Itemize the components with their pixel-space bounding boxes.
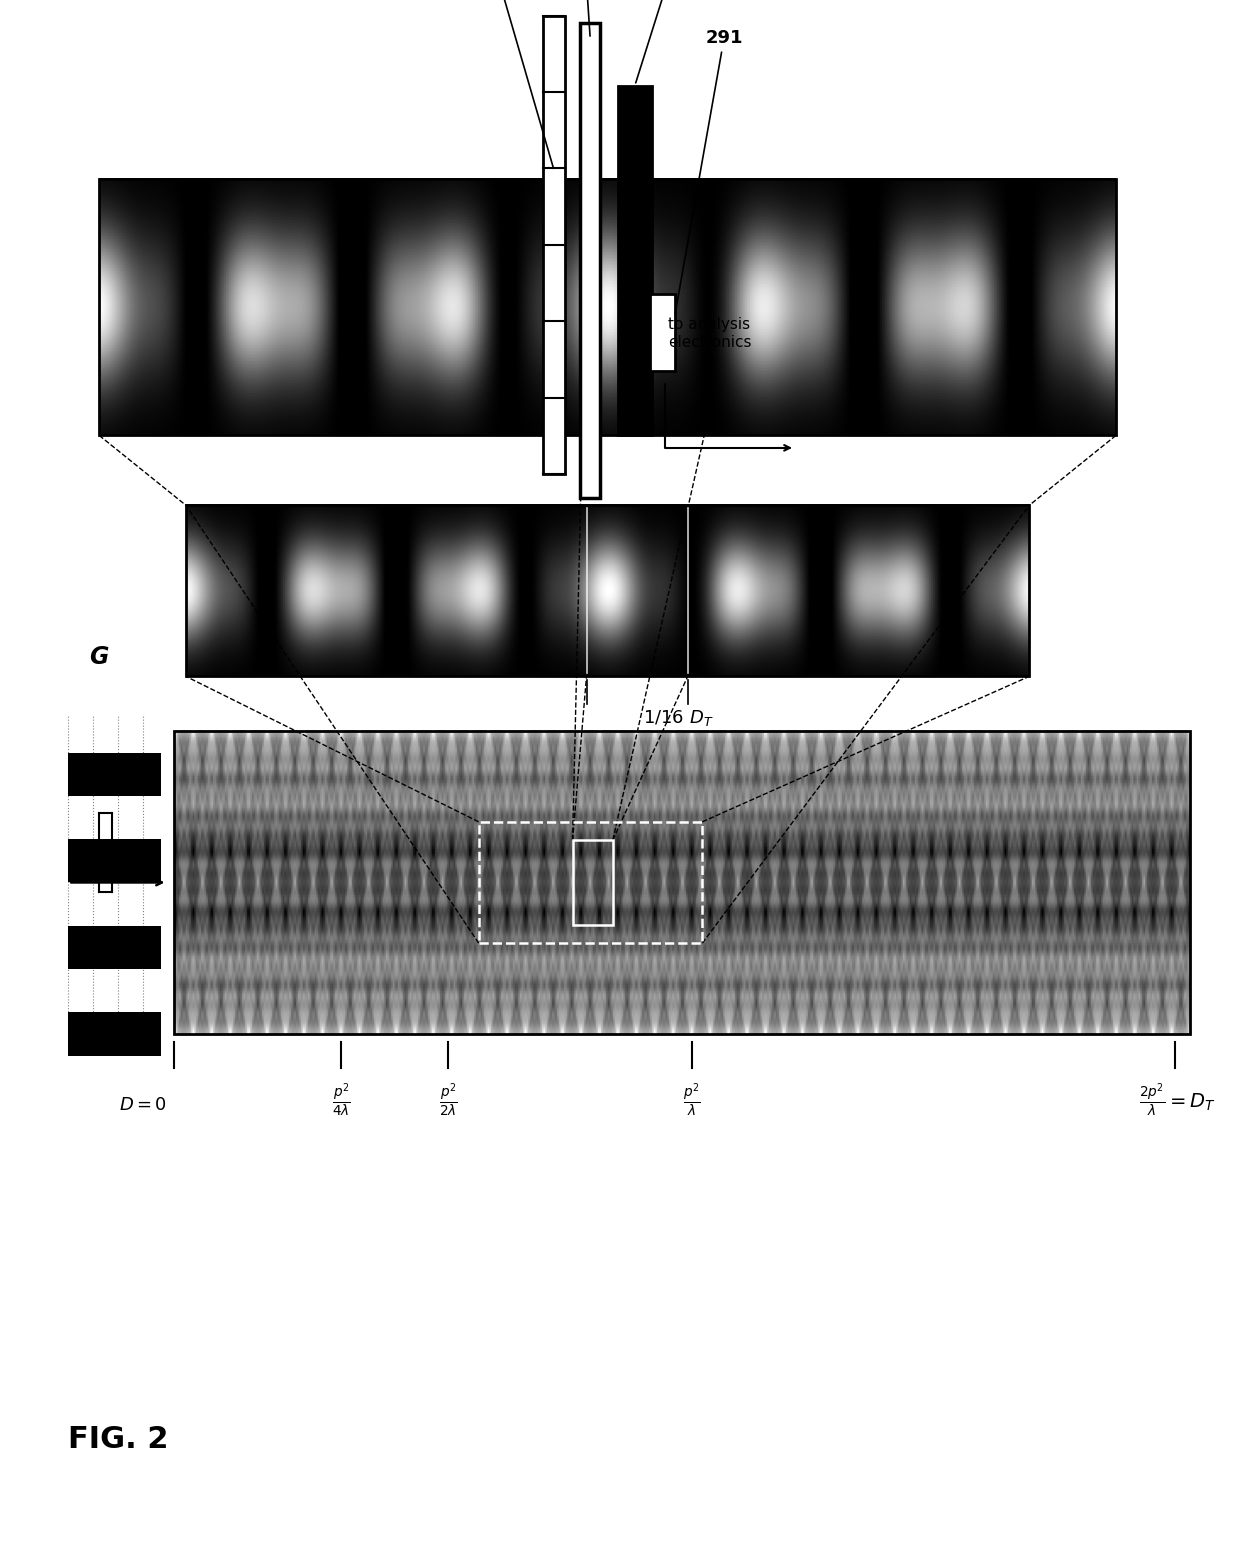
Bar — [580, 23, 600, 498]
Bar — [186, 505, 1029, 676]
Text: $1/16\ D_T$: $1/16\ D_T$ — [644, 708, 714, 728]
Bar — [479, 821, 702, 942]
Bar — [543, 16, 565, 474]
Text: 290: 290 — [636, 0, 686, 82]
Bar — [618, 86, 652, 435]
Bar — [68, 840, 161, 882]
Bar — [99, 179, 1116, 435]
Text: FIG. 2: FIG. 2 — [68, 1424, 169, 1454]
Text: $\frac{p^2}{2\lambda}$: $\frac{p^2}{2\lambda}$ — [439, 1081, 458, 1118]
Text: to analysis
electronics: to analysis electronics — [668, 317, 751, 350]
Text: G: G — [89, 645, 109, 669]
Text: $\frac{p^2}{\lambda}$: $\frac{p^2}{\lambda}$ — [683, 1081, 701, 1118]
Bar — [68, 925, 161, 969]
Bar — [650, 294, 675, 372]
Bar — [68, 1012, 161, 1056]
Text: $\frac{p^2}{4\lambda}$: $\frac{p^2}{4\lambda}$ — [332, 1081, 351, 1118]
Bar — [68, 753, 161, 796]
Text: $D=0$: $D=0$ — [119, 1096, 167, 1115]
Bar — [99, 179, 1116, 435]
Text: 282: 282 — [481, 0, 553, 168]
Text: p: p — [72, 843, 84, 861]
Text: 291: 291 — [675, 28, 743, 314]
Bar — [186, 505, 1029, 676]
Bar — [174, 731, 1190, 1034]
Text: $\frac{2p^2}{\lambda}=D_T$: $\frac{2p^2}{\lambda}=D_T$ — [1140, 1081, 1216, 1118]
Text: 240-W: 240-W — [554, 0, 619, 36]
Bar — [573, 840, 613, 925]
Bar — [174, 731, 1190, 1034]
